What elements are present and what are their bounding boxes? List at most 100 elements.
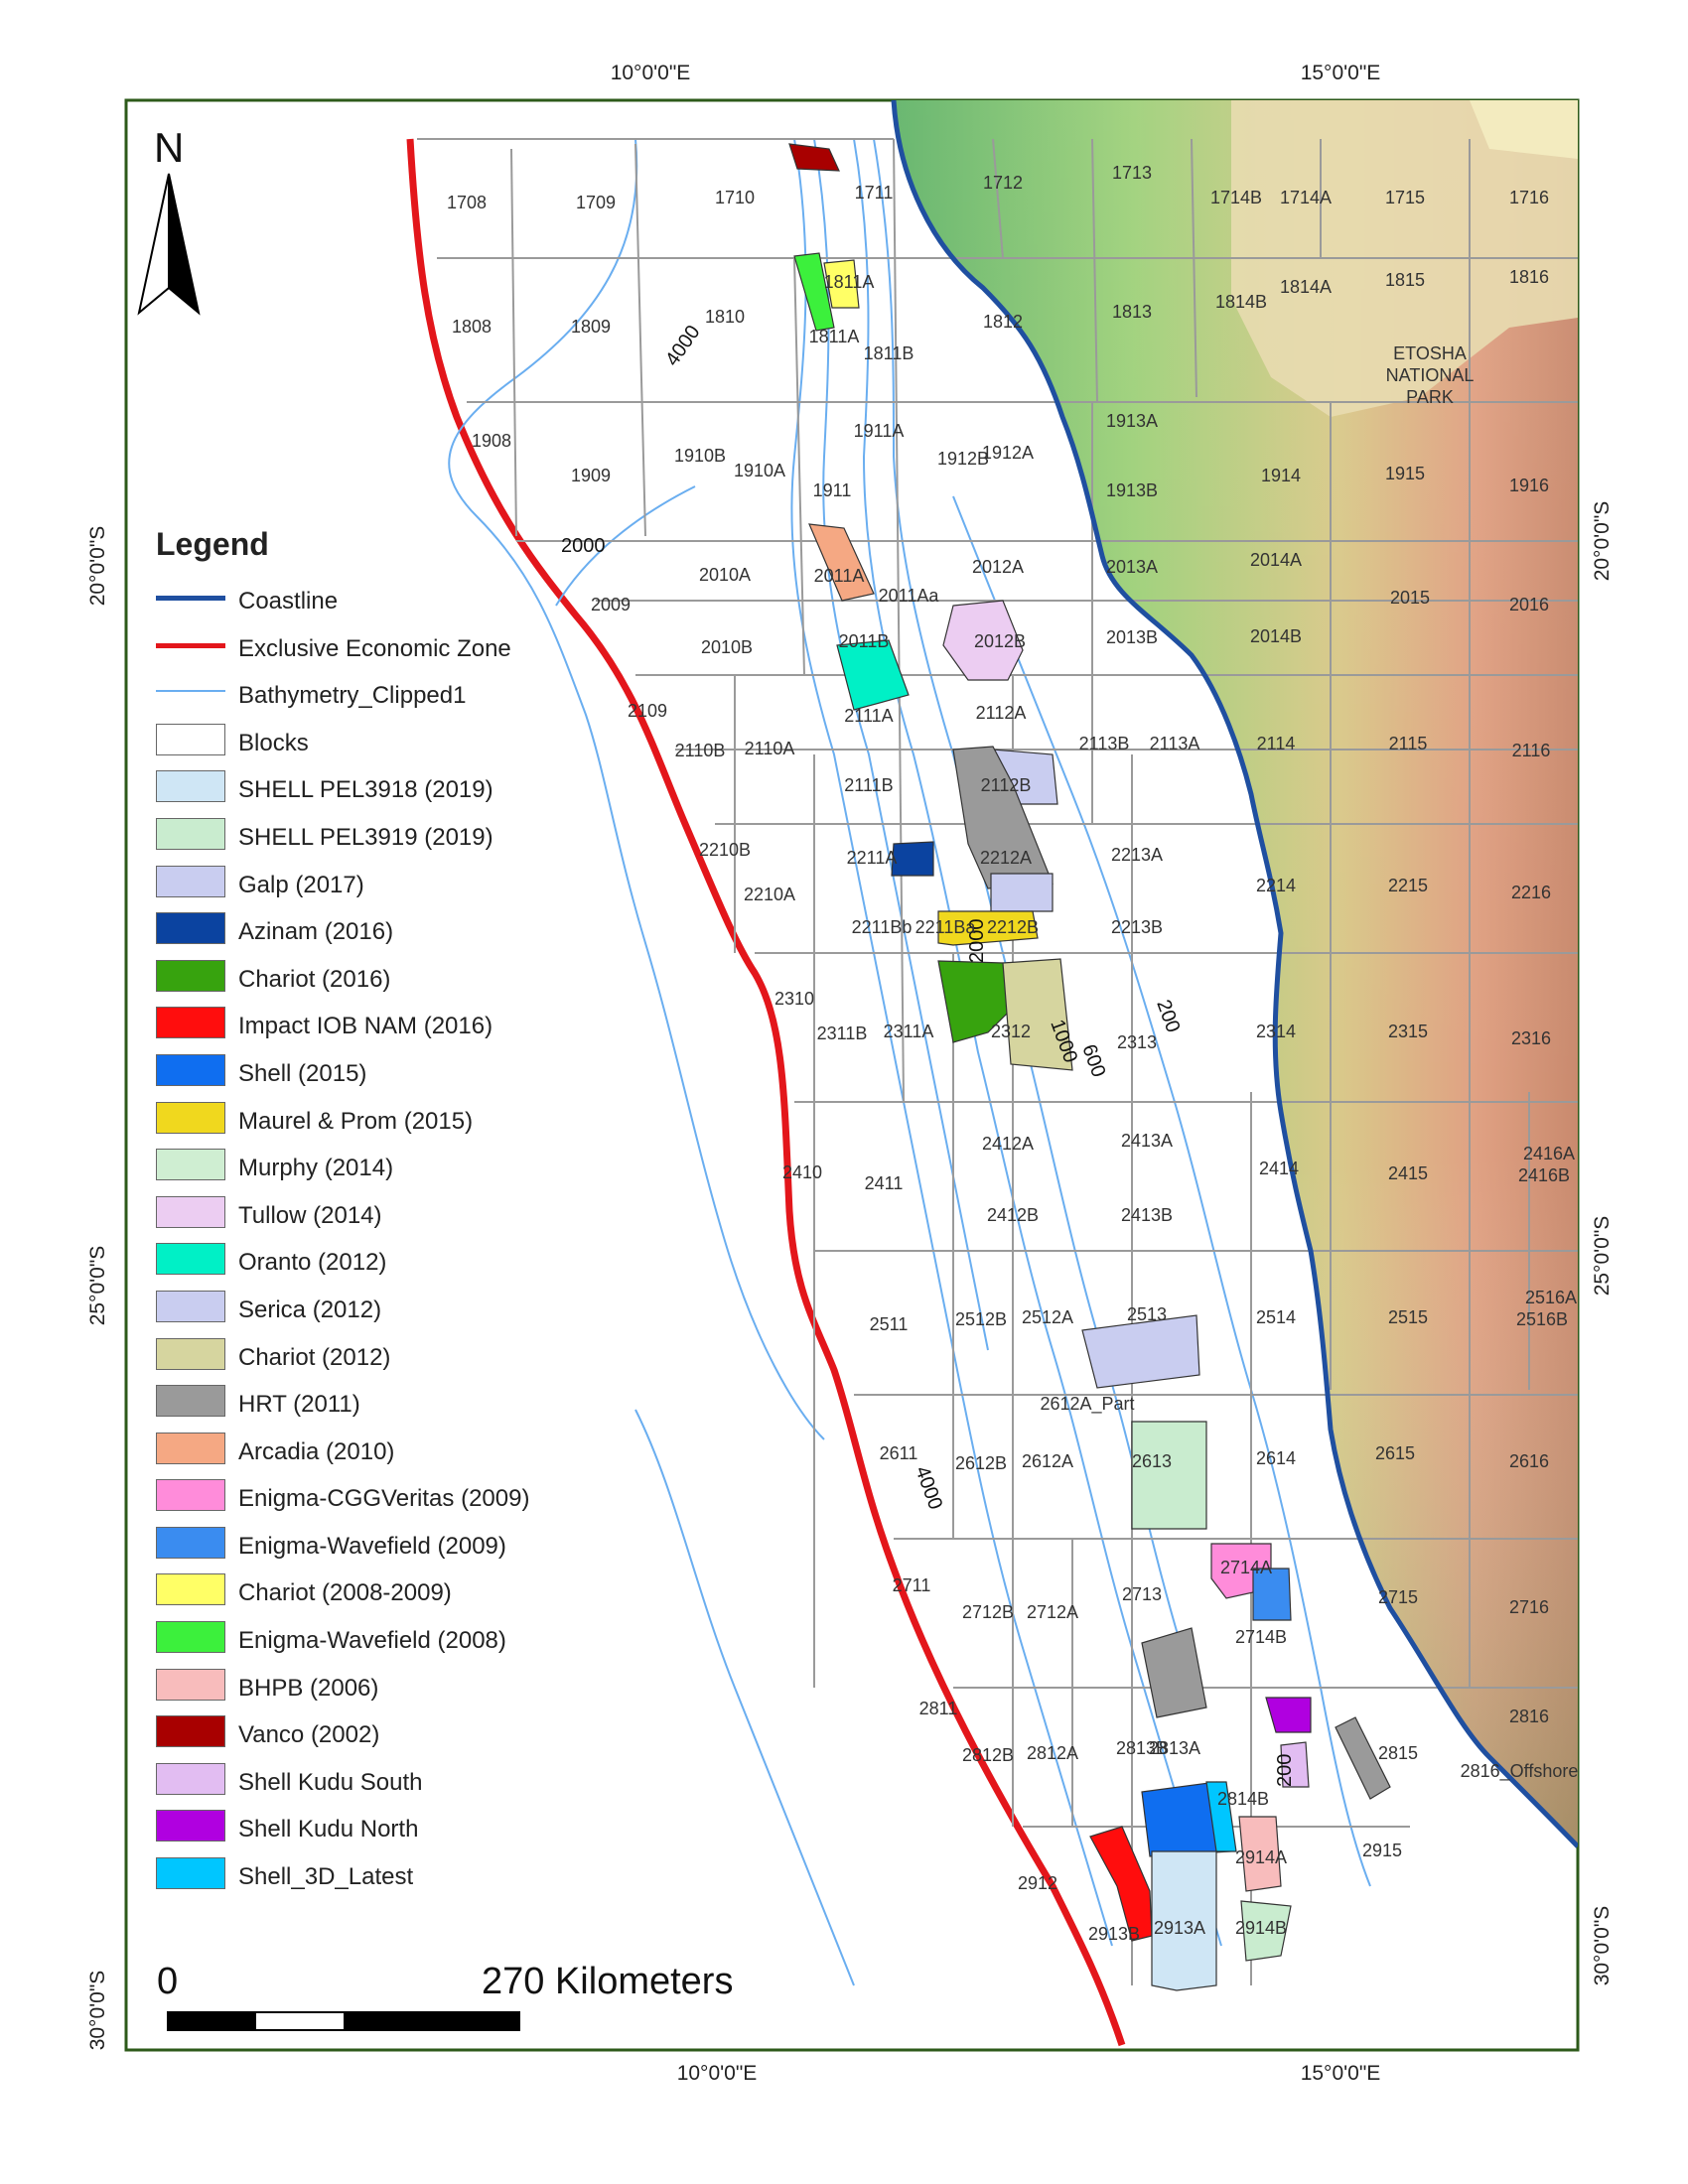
legend-swatch [156,1007,225,1039]
block-label: 2010B [701,637,753,657]
north-label: N [154,124,185,171]
block-label: 2615 [1375,1443,1415,1463]
block-label: 2312 [991,1022,1031,1041]
block-label: 2112B [981,775,1032,795]
legend-label: Shell Kudu North [238,1816,419,1843]
block-label: 2513 [1127,1304,1167,1324]
block-label: 1713 [1112,163,1152,183]
legend-item: Blocks [154,722,581,769]
block-label: 1712 [983,173,1023,193]
block-label: 2516B [1516,1309,1568,1329]
block-label: 2316 [1511,1028,1551,1048]
block-label: 2612B [955,1453,1007,1473]
legend-item: Oranto (2012) [154,1241,581,1289]
legend-label: Vanco (2002) [238,1721,380,1749]
legend-label: Enigma-Wavefield (2008) [238,1627,506,1655]
legend-swatch [156,959,225,992]
legend-item: Azinam (2016) [154,910,581,958]
coord-right-25s: 25°0'0"S [1591,1216,1614,1297]
block-label: 1910A [734,461,785,480]
legend-swatch [156,1668,225,1701]
legend-label: Shell (2015) [238,1059,367,1087]
block-label: 2313 [1117,1032,1157,1052]
legend-label: Chariot (2008-2009) [238,1579,452,1607]
legend-swatch [156,1290,225,1322]
legend-swatch [156,1385,225,1418]
block-label: 2512B [955,1309,1007,1329]
block-label: 2413A [1121,1131,1173,1151]
legend-swatch [156,1573,225,1606]
legend-title: Legend [156,526,269,562]
block-label: 1913A [1106,411,1158,431]
legend-swatch [156,1762,225,1795]
legend-swatch [156,1149,225,1181]
legend-item: BHPB (2006) [154,1667,581,1714]
scale-bar [167,2011,520,2031]
block-label: 2511 [870,1314,909,1334]
block-label: 2614 [1256,1448,1296,1468]
svg-text:ETOSHA: ETOSHA [1393,343,1467,363]
block-label: 2114 [1257,734,1296,753]
block-label: 2010A [699,565,751,585]
legend-swatch [156,817,225,850]
legend-label: SHELL PEL3919 (2019) [238,823,493,851]
legend-item: Enigma-CGGVeritas (2009) [154,1477,581,1525]
svg-text:NATIONAL: NATIONAL [1386,365,1475,385]
block-label: 2211A [847,848,898,868]
legend-item: Shell Kudu South [154,1761,581,1809]
legend-swatch [156,1053,225,1086]
legend-item: HRT (2011) [154,1383,581,1431]
block-label: 1716 [1509,188,1549,207]
legend-swatch [156,1243,225,1276]
block-label: 2011Aa [879,586,940,606]
block-label: 2110A [745,739,795,758]
legend-swatch [156,723,225,755]
block-label: 1708 [447,193,487,212]
legend-swatch [156,1101,225,1134]
block-label: 1714B [1210,188,1262,207]
block-label: 2113A [1150,734,1200,753]
legend-label: Arcadia (2010) [238,1437,395,1465]
legend-item: Chariot (2008-2009) [154,1571,581,1619]
legend-label: Coastline [238,588,339,614]
block-label: 2416A [1523,1144,1575,1163]
legend-item: Enigma-Wavefield (2008) [154,1619,581,1667]
block-label: 2413B [1121,1205,1173,1225]
block-label: 2711 [893,1575,931,1595]
block-label: 2715 [1378,1587,1418,1607]
coord-top-10e: 10°0'0"E [611,62,691,84]
block-label: 1912B [937,449,989,469]
legend-label: Enigma-CGGVeritas (2009) [238,1485,530,1513]
block-label: 1909 [571,466,611,485]
coord-bottom-15e: 15°0'0"E [1301,2062,1381,2085]
block-label: 2914B [1235,1918,1287,1938]
legend-label: Azinam (2016) [238,918,394,946]
legend-label: HRT (2011) [238,1391,360,1419]
block-label: 1916 [1509,476,1549,495]
block-label: 2014B [1250,626,1302,646]
legend-label: Exclusive Economic Zone [238,634,511,662]
block-label: 2311B [817,1024,868,1043]
legend-label: Oranto (2012) [238,1249,387,1277]
block-label: 2212A [980,848,1032,868]
block-label: 1812 [983,312,1023,332]
block-label: 1814A [1280,277,1332,297]
block-label: 2712B [962,1602,1014,1622]
legend-item: Enigma-Wavefield (2009) [154,1525,581,1572]
legend-item: Tullow (2014) [154,1194,581,1242]
legend-swatch [156,1195,225,1228]
block-label: 2310 [774,989,814,1009]
block-label: 1811A [824,272,875,292]
block-label: 2111B [844,775,893,795]
block-label: 2015 [1390,588,1430,608]
legend-item: Shell (2015) [154,1052,581,1100]
block-label: 1811A [809,327,860,346]
block-label: 2211Ba [915,917,977,937]
block-label: 2515 [1388,1307,1428,1327]
legend-swatch [156,1810,225,1843]
coord-right-20s: 20°0'0"S [1591,501,1614,582]
coord-top-15e: 15°0'0"E [1301,62,1381,84]
legend-swatch [156,1526,225,1559]
legend-item: Maurel & Prom (2015) [154,1100,581,1148]
block-label: 2813B [1116,1738,1168,1758]
